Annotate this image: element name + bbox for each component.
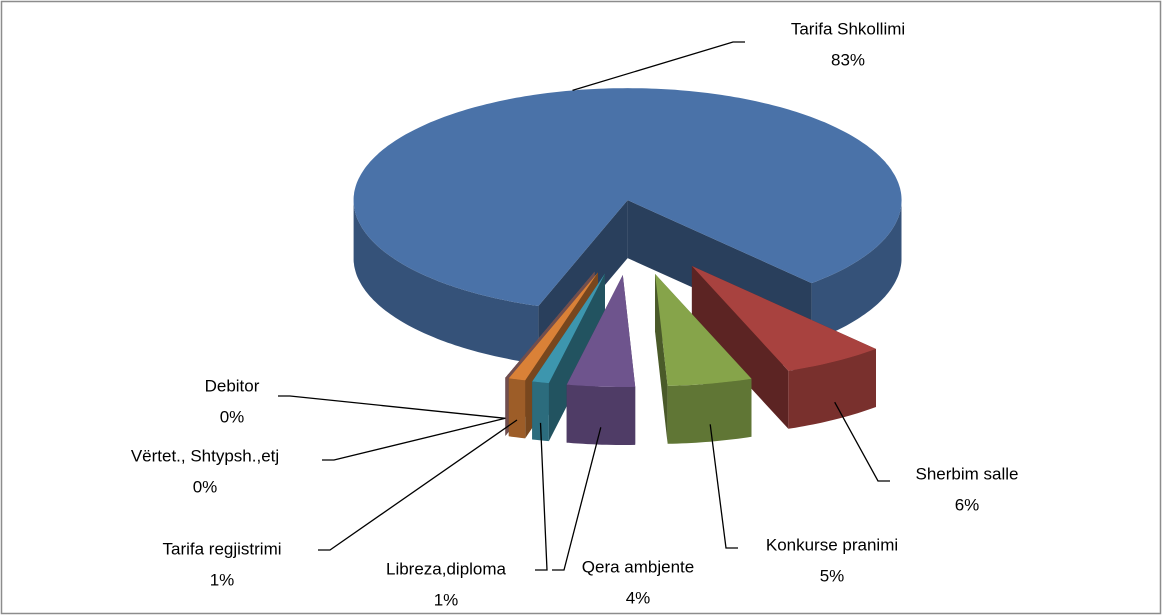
data-label-name: Libreza,diploma bbox=[386, 559, 507, 578]
slice-side bbox=[655, 274, 668, 444]
leader-line bbox=[318, 419, 518, 551]
slice-wall bbox=[667, 378, 752, 444]
slice-wall bbox=[811, 202, 902, 342]
data-label-value: 1% bbox=[210, 570, 235, 589]
slice-wall bbox=[532, 381, 549, 442]
data-label-name: Debitor bbox=[205, 376, 260, 395]
data-label-name: Tarifa Shkollimi bbox=[791, 19, 905, 38]
leader-line bbox=[709, 424, 738, 549]
data-label-value: 83% bbox=[831, 50, 865, 69]
slice-side bbox=[691, 266, 789, 429]
slice bbox=[353, 88, 902, 306]
slice-side bbox=[532, 273, 605, 440]
slice-wall bbox=[353, 202, 539, 364]
data-label-name: Qera ambjente bbox=[582, 557, 694, 576]
data-label-value: 1% bbox=[434, 590, 459, 609]
data-label-value: 6% bbox=[955, 495, 980, 514]
leader-line bbox=[572, 41, 745, 92]
data-label-name: Sherbim salle bbox=[916, 464, 1019, 483]
leader-line bbox=[278, 395, 506, 419]
data-label-name: Tarifa regjistrimi bbox=[162, 539, 281, 558]
data-label-value: 5% bbox=[820, 566, 845, 585]
slice bbox=[691, 266, 876, 371]
slice-wall bbox=[566, 384, 636, 445]
slice bbox=[532, 273, 605, 384]
slice bbox=[508, 272, 598, 381]
data-label-name: Konkurse pranimi bbox=[766, 535, 898, 554]
leader-line bbox=[322, 417, 506, 461]
slice-wall bbox=[788, 349, 876, 429]
slice-wall bbox=[508, 378, 526, 439]
leader-line bbox=[535, 422, 548, 571]
slice bbox=[655, 274, 752, 386]
data-label-value: 0% bbox=[220, 407, 245, 426]
data-label-name: Vërtet., Shtypsh.,etj bbox=[131, 446, 279, 465]
slice bbox=[566, 275, 636, 387]
data-label-value: 4% bbox=[626, 588, 651, 607]
leader-line bbox=[552, 427, 602, 571]
leader-line bbox=[834, 401, 890, 482]
data-label-value: 0% bbox=[193, 477, 218, 496]
